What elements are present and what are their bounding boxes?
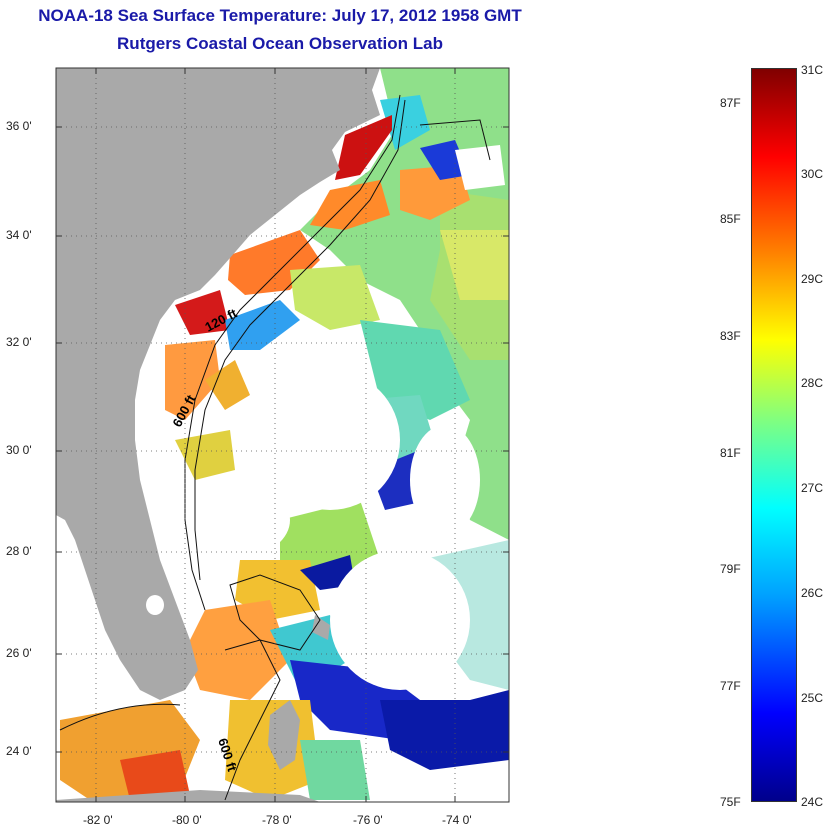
colorbar-label-85f: 85F <box>720 212 741 226</box>
colorbar-label-75f: 75F <box>720 795 741 809</box>
colorbar-label-81f: 81F <box>720 446 741 460</box>
colorbar-label-31c: 31C <box>801 63 824 77</box>
map-content: 120 ft 600 ft 600 ft <box>56 68 509 802</box>
colorbar-label-25c: 25C <box>801 691 824 705</box>
colorbar-label-26c: 26C <box>801 586 824 600</box>
lat-label-24: 24 0' <box>6 744 32 758</box>
lon-label-78: -78 0' <box>262 813 292 827</box>
map-ticks <box>56 68 509 802</box>
lon-label-80: -80 0' <box>172 813 202 827</box>
lon-label-76: -76 0' <box>353 813 383 827</box>
colorbar-label-27c: 27C <box>801 481 824 495</box>
colorbar-label-24c: 24C <box>801 795 824 809</box>
cloud-mask <box>200 370 480 690</box>
temperature-colorbar <box>751 68 797 802</box>
colorbar-label-83f: 83F <box>720 329 741 343</box>
lon-label-82: -82 0' <box>83 813 113 827</box>
lake-okeechobee <box>146 595 164 615</box>
map-frame <box>55 67 510 803</box>
lat-label-28: 28 0' <box>6 544 32 558</box>
lat-label-36: 36 0' <box>6 119 32 133</box>
colorbar-label-29c: 29C <box>801 272 824 286</box>
bathymetry-contours <box>59 94 491 801</box>
lat-label-34: 34 0' <box>6 228 32 242</box>
map-title: NOAA-18 Sea Surface Temperature: July 17… <box>38 6 522 25</box>
lat-label-26: 26 0' <box>6 646 32 660</box>
cuba <box>56 790 320 802</box>
colorbar-label-77f: 77F <box>720 679 741 693</box>
bahamas-islands-2 <box>312 615 330 640</box>
colorbar-label-28c: 28C <box>801 376 824 390</box>
lon-label-74: -74 0' <box>442 813 472 827</box>
colorbar-label-79f: 79F <box>720 562 741 576</box>
colorbar-label-87f: 87F <box>720 96 741 110</box>
map-subtitle: Rutgers Coastal Ocean Observation Lab <box>117 34 443 53</box>
us-mainland <box>56 68 380 700</box>
graticule <box>56 68 509 802</box>
colorbar-label-30c: 30C <box>801 167 824 181</box>
bahamas-islands <box>268 700 300 770</box>
lat-label-32: 32 0' <box>6 335 32 349</box>
lat-label-30: 30 0' <box>6 443 32 457</box>
